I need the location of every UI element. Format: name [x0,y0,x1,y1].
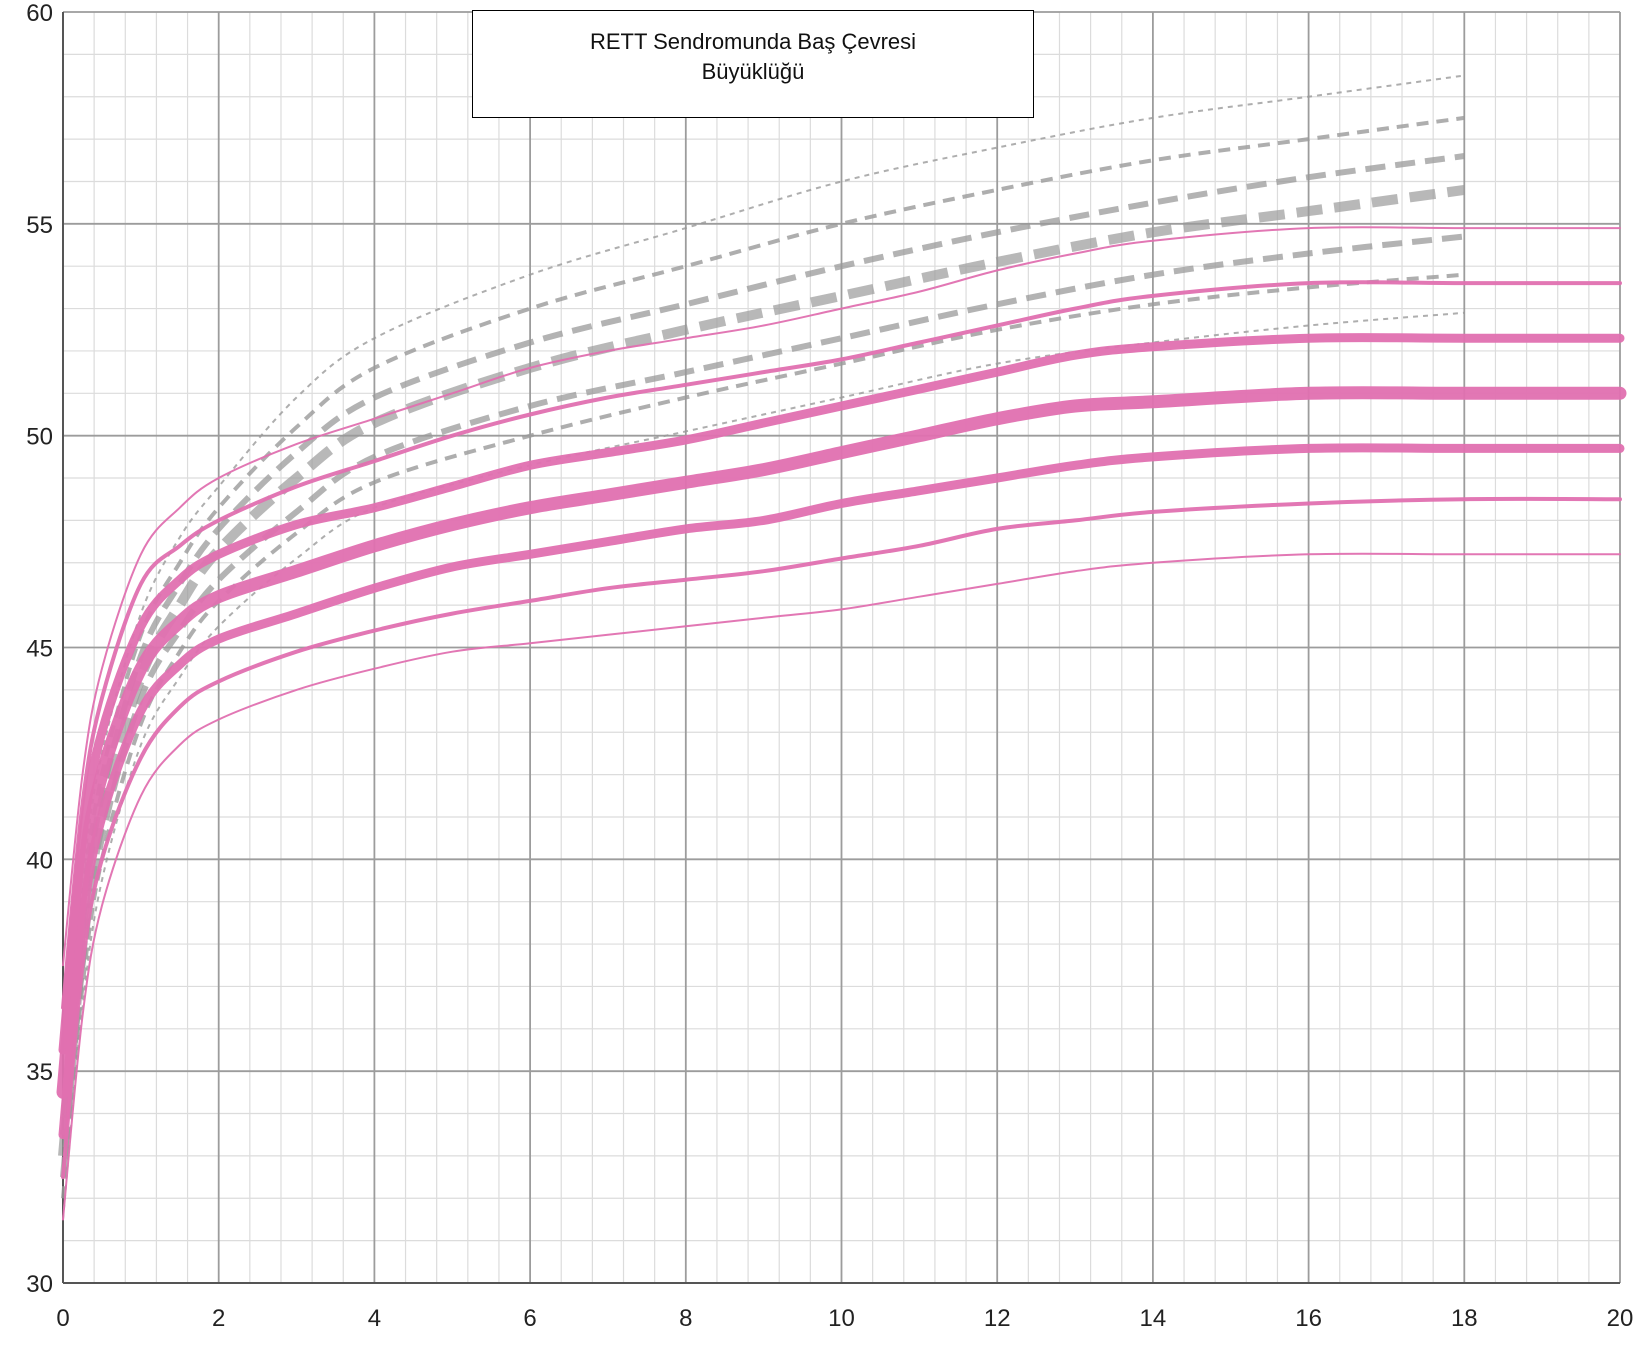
x-tick-label: 6 [523,1305,536,1332]
y-tick-label: 60 [26,0,53,27]
rett-percentile-line-7 [62,226,1621,967]
major-grid [62,11,1621,1284]
normal-percentile-line-3 [58,184,1465,1157]
y-tick-label: 55 [26,212,53,239]
x-tick-label: 8 [679,1305,692,1332]
x-tick-label: 12 [984,1305,1011,1332]
y-tick-label: 50 [26,424,53,451]
y-tick-label: 35 [26,1059,53,1086]
y-tick-label: 30 [26,1271,53,1298]
x-tick-label: 2 [212,1305,225,1332]
x-axis-ticks: 0 2 4 6 8 10 12 14 16 18 20 [56,1305,1633,1332]
rett-percentile-line-11 [58,443,1625,1140]
x-tick-label: 20 [1607,1305,1634,1332]
normal-percentile-line-0 [62,74,1465,1093]
x-tick-label: 10 [828,1305,855,1332]
chart-title: RETT Sendromunda Baş Çevresi Büyüklüğü [589,29,917,84]
y-axis-ticks: 30 35 40 45 50 55 60 [26,0,53,1298]
x-tick-label: 14 [1140,1305,1167,1332]
rett-series-group [56,226,1627,1221]
x-tick-label: 0 [56,1305,69,1332]
chart-title-box: RETT Sendromunda Baş Çevresi Büyüklüğü [472,10,1034,118]
rett-percentile-line-9 [58,333,1625,1055]
normal-percentile-line-2 [60,153,1465,1135]
normal-percentile-line-1 [61,115,1465,1114]
normal-percentile-line-5 [61,272,1465,1199]
rett-percentile-line-12 [61,496,1622,1180]
rett-percentile-line-13 [62,552,1621,1221]
x-tick-label: 18 [1451,1305,1478,1332]
normal-percentile-line-4 [60,233,1465,1178]
rett-percentile-line-10 [56,386,1627,1099]
y-tick-label: 45 [26,636,53,663]
y-tick-label: 40 [26,847,53,874]
rett-percentile-line-8 [61,280,1622,1010]
x-tick-label: 16 [1295,1305,1322,1332]
normal-percentile-line-6 [62,311,1465,1220]
x-tick-label: 4 [368,1305,381,1332]
